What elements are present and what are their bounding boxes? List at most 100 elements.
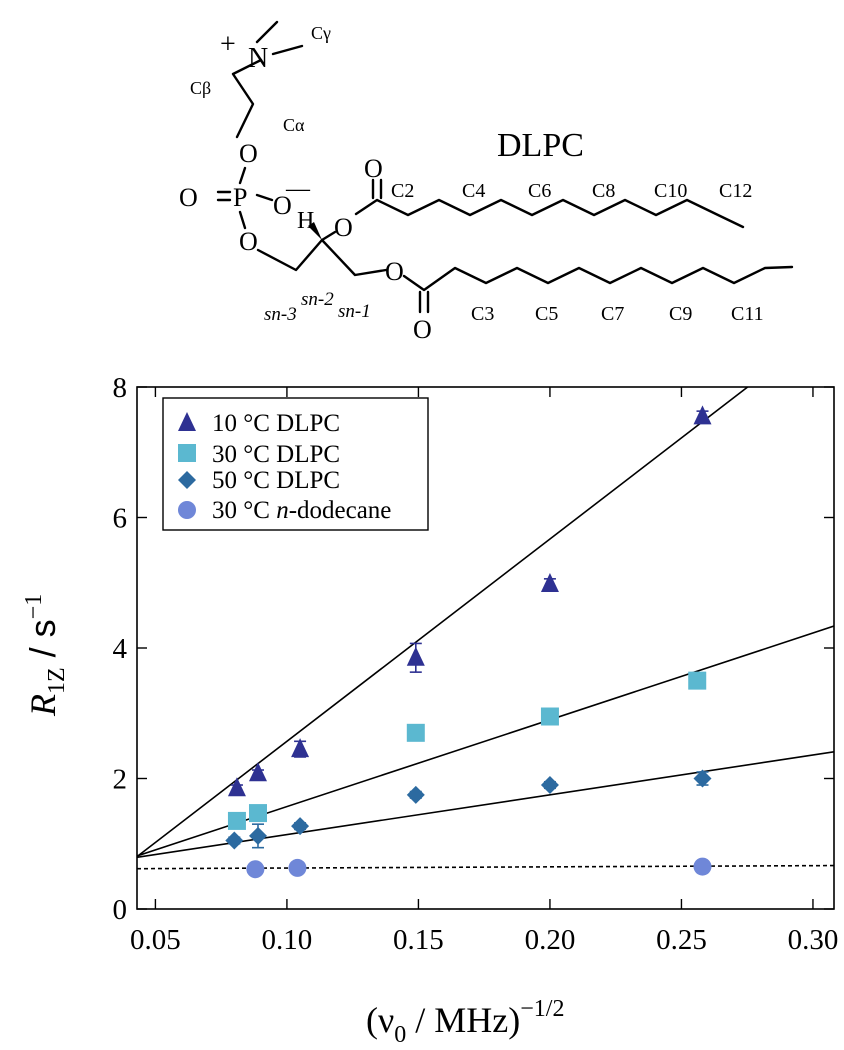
y-tick-label: 0 <box>113 894 128 926</box>
data-point <box>693 769 712 788</box>
sn2-oxygen: O <box>334 213 353 242</box>
x-tick-label: 0.30 <box>788 924 839 956</box>
carbon-label: C2 <box>391 180 414 202</box>
axis-ticks: 0.05 0.10 0.15 0.20 0.25 0.30 0 2 4 6 8 <box>113 372 839 956</box>
hydrogen-atom: H <box>297 208 314 234</box>
upper-acyl-chain <box>354 198 745 229</box>
sn1-oxygen: O <box>385 257 404 286</box>
x-tick-label: 0.05 <box>130 924 181 956</box>
data-point <box>540 573 559 593</box>
carbon-label: C4 <box>462 180 485 202</box>
c-alpha-label: Cα <box>283 115 305 135</box>
x-axis-label-subscript: 0 <box>394 1022 406 1048</box>
data-point <box>227 811 246 830</box>
c-beta-label: Cβ <box>190 78 211 98</box>
legend: 10 °C DLPC 30 °C DLPC 50 °C DLPC 30 °C n… <box>162 397 429 531</box>
upper-carbonyl-oxygen: O <box>364 154 383 183</box>
carbon-label: C12 <box>719 180 752 202</box>
c-gamma-label: Cγ <box>311 23 331 43</box>
data-point <box>406 723 425 742</box>
legend-marker <box>178 471 196 489</box>
carbon-label: C10 <box>654 180 687 202</box>
data-point <box>248 826 267 845</box>
negative-charge: — <box>285 176 311 202</box>
y-axis-label-unit: / s <box>22 619 63 667</box>
x-axis-label-main: (ν <box>366 1000 394 1040</box>
legend-marker <box>178 444 196 462</box>
data-point <box>291 817 310 836</box>
sn1-label: sn-1 <box>338 301 371 322</box>
x-tick-label: 0.20 <box>525 924 576 956</box>
lower-acyl-chain <box>402 265 794 292</box>
glycerol-bonds <box>256 238 388 277</box>
molecule-name: DLPC <box>497 127 584 164</box>
data-point <box>248 762 267 782</box>
data-point <box>225 831 244 850</box>
x-axis-label-superscript: −1/2 <box>520 996 564 1022</box>
y-tick-label: 6 <box>113 503 128 535</box>
carbon-label: C11 <box>731 303 764 325</box>
x-tick-label: 0.10 <box>262 924 313 956</box>
carbon-label: C6 <box>528 180 551 202</box>
data-point <box>406 646 425 666</box>
phosphoryl-oxygen: O <box>179 183 198 212</box>
data-markers <box>225 405 712 879</box>
phosphorus-atom: P <box>233 183 247 212</box>
data-point <box>291 738 310 758</box>
carbon-label: C7 <box>601 303 624 325</box>
upper-chain-labels: C2 C4 C6 C8 C10 C12 <box>391 180 752 202</box>
carbon-label: C8 <box>592 180 615 202</box>
upper-carbonyl <box>371 178 383 200</box>
y-tick-label: 8 <box>113 372 128 404</box>
lower-carbonyl <box>418 290 430 314</box>
y-axis-label-superscript: −1 <box>21 594 47 620</box>
data-point <box>227 777 246 797</box>
fit-line <box>137 387 749 858</box>
choline-bonds <box>231 20 304 139</box>
phosphate-bonds <box>216 166 274 230</box>
legend-entry-label: 30 °C n-dodecane <box>212 497 391 524</box>
data-point <box>246 860 265 879</box>
y-axis-label-subscript: 1Z <box>44 667 70 694</box>
x-axis-label-unit: / MHz) <box>406 1000 520 1040</box>
sn3-label: sn-3 <box>264 304 297 325</box>
data-point <box>693 857 712 876</box>
data-point <box>688 671 707 690</box>
data-point <box>693 405 712 425</box>
stereo-wedge <box>308 222 322 240</box>
fit-line <box>137 864 834 870</box>
x-axis-label: (ν0 / MHz)−1/2 <box>366 996 564 1048</box>
y-axis-label: R1Z / s−1 <box>21 594 70 717</box>
legend-marker <box>178 501 196 519</box>
dlpc-structure-diagram: + N Cγ Cβ Cα O O P O — O H O O sn-3 sn-2… <box>179 20 794 344</box>
positive-charge: + <box>220 29 236 60</box>
carbon-label: C5 <box>535 303 558 325</box>
data-point <box>540 707 559 726</box>
lower-carbonyl-oxygen: O <box>413 315 432 344</box>
data-point <box>288 858 307 877</box>
y-tick-label: 4 <box>113 633 128 665</box>
legend-marker <box>178 412 196 431</box>
x-tick-label: 0.15 <box>393 924 444 956</box>
legend-entry-label: 10 °C DLPC <box>212 410 340 437</box>
data-point <box>406 785 425 804</box>
legend-entry-label: 50 °C DLPC <box>212 467 340 494</box>
nitrogen-atom: N <box>248 43 268 74</box>
data-point <box>248 804 267 823</box>
carbon-label: C3 <box>471 303 494 325</box>
y-axis-label-symbol: R <box>23 694 63 717</box>
sn2-label: sn-2 <box>301 289 334 310</box>
legend-entry-label: 30 °C DLPC <box>212 441 340 468</box>
y-tick-label: 2 <box>113 764 128 796</box>
x-tick-label: 0.25 <box>656 924 707 956</box>
data-point <box>540 776 559 795</box>
legend-box <box>162 397 429 531</box>
legend-markers <box>178 412 196 519</box>
lower-chain-labels: C3 C5 C7 C9 C11 <box>471 303 764 325</box>
anionic-oxygen: O <box>273 191 292 220</box>
carbon-label: C9 <box>669 303 692 325</box>
sn2-ester-bond <box>320 230 337 242</box>
oxygen-atom: O <box>239 139 258 168</box>
